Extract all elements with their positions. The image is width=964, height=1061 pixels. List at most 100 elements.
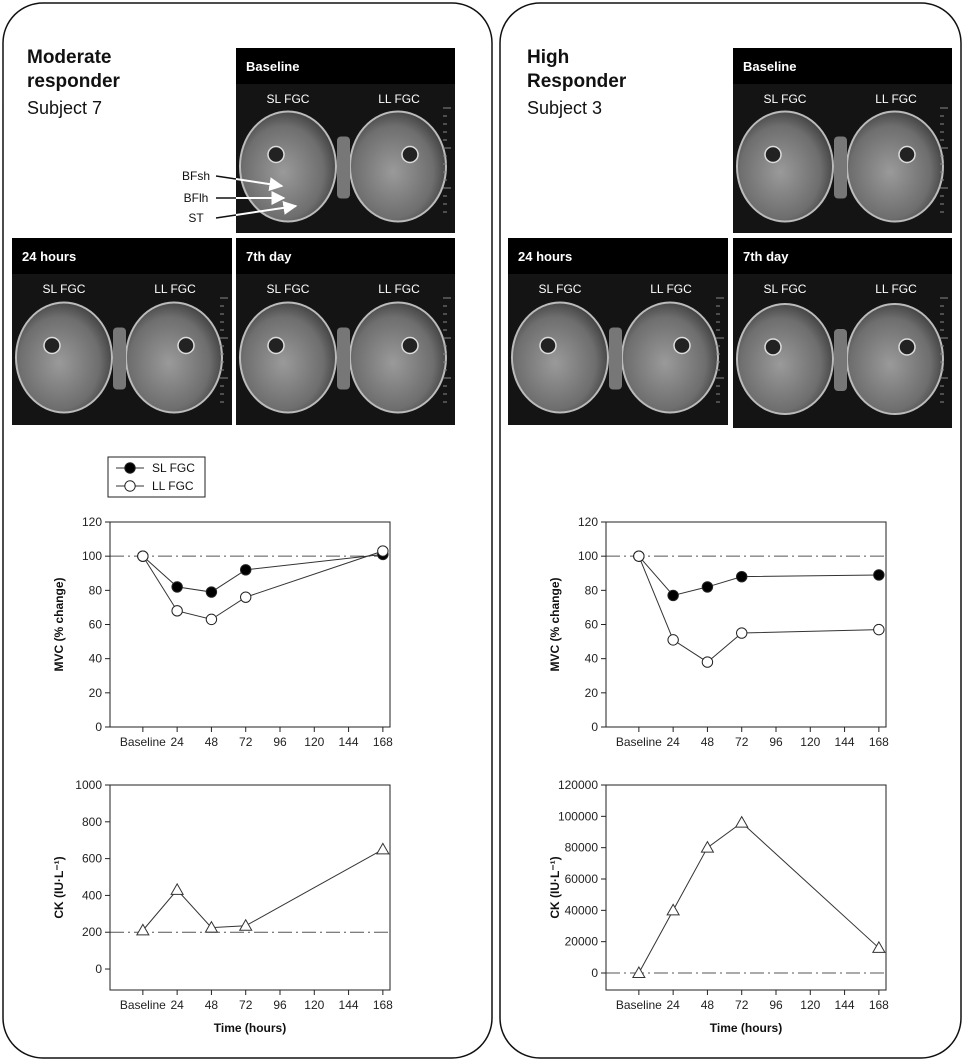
x-tick-label: 96 (769, 735, 783, 749)
x-tick-label: 72 (239, 998, 253, 1012)
femur (267, 145, 285, 164)
x-tick-label: Baseline (120, 735, 166, 749)
plot-frame (109, 521, 391, 728)
image-label: 7th day (246, 249, 292, 264)
x-tick-label: 48 (701, 735, 715, 749)
x-tick-label: 144 (835, 735, 855, 749)
y-tick-label: 60 (89, 618, 103, 632)
phantom (337, 136, 350, 199)
image-side-label: LL FGC (378, 92, 420, 106)
data-marker (171, 581, 183, 593)
data-marker (736, 570, 748, 583)
data-marker (238, 918, 253, 931)
panel-title: Moderate responder (27, 47, 120, 92)
y-tick-label: 400 (82, 888, 102, 902)
data-marker (205, 613, 218, 626)
x-axis-label: Time (hours) (214, 1021, 286, 1035)
x-tick-label: 168 (869, 735, 889, 749)
data-marker (377, 545, 389, 557)
femur (764, 145, 782, 164)
x-tick-label: 144 (339, 998, 359, 1012)
image-side-label: LL FGC (875, 282, 917, 296)
image-label: 24 hours (518, 249, 572, 264)
y-tick-label: 40 (585, 652, 599, 666)
data-marker (137, 550, 149, 562)
thigh (511, 301, 609, 414)
thigh (846, 303, 944, 415)
legend-marker (124, 462, 136, 474)
annotation: BFlh (184, 191, 209, 205)
x-tick-label: 72 (239, 735, 253, 749)
femur (764, 338, 782, 356)
y-tick-label: 0 (95, 962, 102, 976)
x-tick-label: 144 (835, 998, 855, 1012)
femur (898, 145, 916, 164)
y-tick-label: 40000 (565, 903, 599, 917)
thigh (736, 110, 834, 223)
x-tick-label: 144 (339, 735, 359, 749)
x-tick-label: 24 (666, 998, 680, 1012)
image-side-label: LL FGC (875, 92, 917, 106)
y-tick-label: 100 (578, 549, 598, 563)
thigh (239, 110, 337, 223)
thigh (349, 110, 447, 223)
thigh (736, 303, 834, 415)
femur (673, 336, 691, 355)
thigh (621, 301, 719, 414)
x-tick-label: 96 (273, 998, 287, 1012)
legend-label: LL FGC (152, 479, 194, 493)
y-tick-label: 80000 (565, 841, 599, 855)
phantom (834, 136, 847, 199)
image-side-label: SL FGC (764, 92, 807, 106)
plot-frame (109, 784, 391, 991)
y-axis-label: CK (IU·L⁻¹) (548, 856, 562, 918)
data-marker (631, 965, 646, 979)
y-tick-label: 60000 (565, 872, 599, 886)
annotation: ST (188, 211, 204, 225)
data-marker (873, 569, 885, 581)
series-line (638, 821, 880, 974)
x-tick-label: 24 (666, 735, 680, 749)
x-tick-label: 96 (769, 998, 783, 1012)
y-tick-label: 100000 (558, 809, 598, 823)
x-tick-label: 120 (304, 998, 324, 1012)
y-tick-label: 200 (82, 925, 102, 939)
femur (401, 145, 419, 164)
x-tick-label: 168 (869, 998, 889, 1012)
series-line (638, 555, 879, 663)
panel-subtitle: Subject 7 (27, 98, 103, 118)
image-side-label: SL FGC (267, 92, 310, 106)
legend-label: SL FGC (152, 461, 195, 475)
image-side-label: LL FGC (650, 282, 692, 296)
panel-title: High Responder (527, 47, 627, 92)
y-tick-label: 80 (585, 583, 599, 597)
plot-frame (605, 521, 887, 728)
y-axis-label: MVC (% change) (52, 577, 66, 671)
image-side-label: SL FGC (539, 282, 582, 296)
data-marker (734, 815, 749, 828)
y-tick-label: 20000 (565, 935, 599, 949)
y-tick-label: 100 (82, 549, 102, 563)
x-tick-label: 72 (735, 735, 749, 749)
image-side-label: SL FGC (764, 282, 807, 296)
x-tick-label: 120 (800, 735, 820, 749)
panel-frame (499, 2, 962, 1059)
panel-frame (2, 2, 493, 1059)
data-marker (240, 564, 252, 576)
x-tick-label: 24 (170, 735, 184, 749)
x-tick-label: 24 (170, 998, 184, 1012)
x-tick-label: Baseline (616, 998, 662, 1012)
legend-box (107, 456, 206, 498)
data-marker (873, 623, 885, 636)
y-tick-label: 120 (82, 515, 102, 529)
femur (267, 336, 285, 355)
image-side-label: LL FGC (378, 282, 420, 296)
data-marker (700, 840, 715, 853)
y-tick-label: 80 (89, 583, 103, 597)
panel-subtitle: Subject 3 (527, 98, 603, 118)
x-tick-label: 48 (205, 998, 219, 1012)
femur (898, 338, 916, 356)
data-marker (667, 589, 679, 602)
series-line (638, 555, 879, 597)
x-tick-label: 48 (205, 735, 219, 749)
